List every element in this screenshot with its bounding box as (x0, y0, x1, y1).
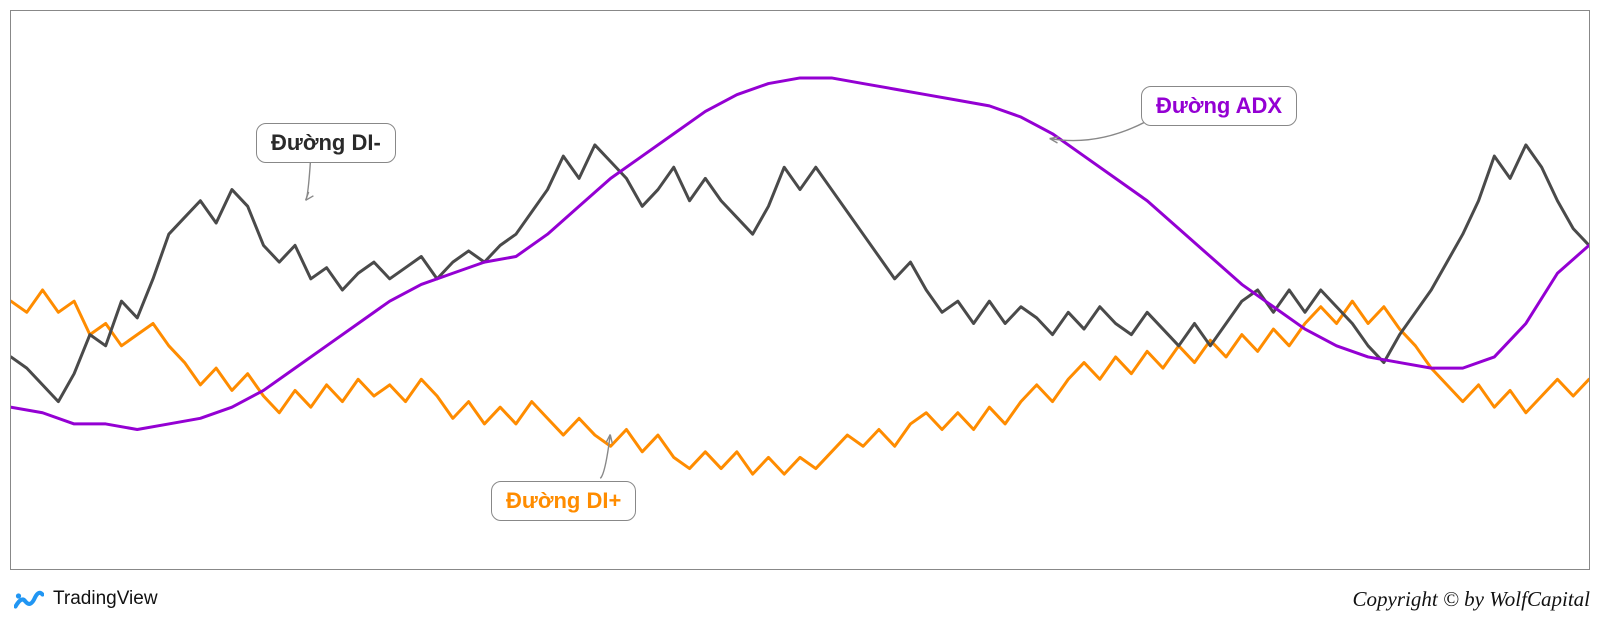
callout-di-plus-label: Đường DI+ (506, 488, 621, 513)
chart-frame: Đường DI- Đường ADX Đường DI+ (10, 10, 1590, 570)
callout-di-plus: Đường DI+ (491, 481, 636, 521)
callout-adx-label: Đường ADX (1156, 93, 1282, 118)
callout-adx: Đường ADX (1141, 86, 1297, 126)
callout-di-minus-label: Đường DI- (271, 130, 381, 155)
copyright-text: Copyright © by WolfCapital (1353, 587, 1590, 612)
tradingview-brand: TradingView (14, 588, 158, 610)
footer: TradingView Copyright © by WolfCapital (0, 582, 1600, 622)
tradingview-text: TradingView (53, 588, 158, 610)
chart-canvas (11, 11, 1589, 569)
callout-di-minus: Đường DI- (256, 123, 396, 163)
tradingview-icon (14, 588, 44, 610)
